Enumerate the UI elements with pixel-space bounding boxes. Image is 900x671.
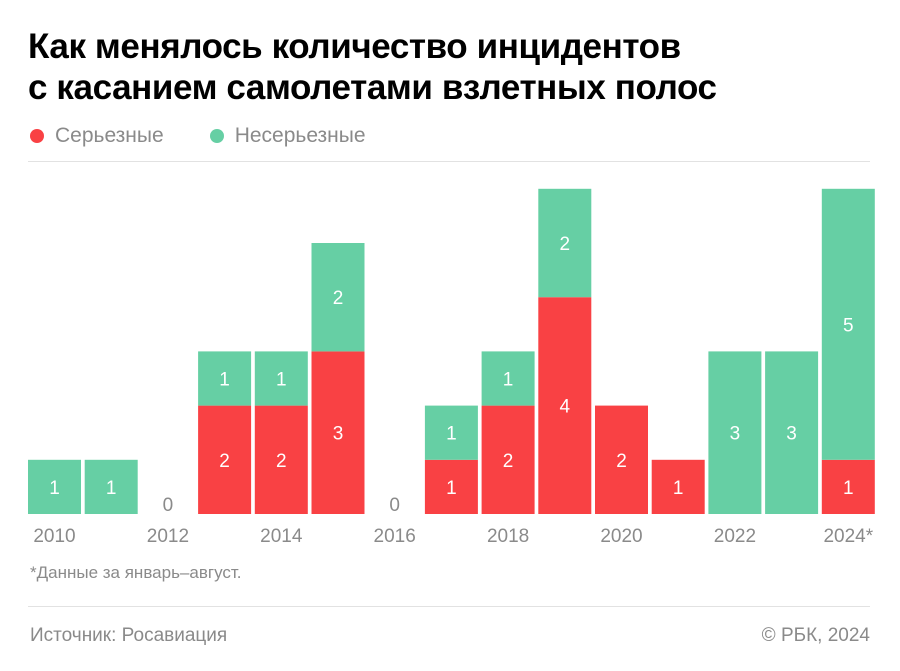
legend-label-non-serious: Несерьезные: [234, 124, 366, 147]
legend-item-non-serious: Несерьезные: [209, 124, 366, 148]
bar-serious-2013: [198, 405, 252, 514]
bar-value-label: 1: [446, 424, 457, 445]
bar-non-serious-2015: [311, 243, 365, 352]
bar-value-label: 3: [730, 424, 741, 445]
x-tick-label: 2018: [487, 526, 529, 547]
bar-value-label: 2: [616, 451, 627, 472]
bar-non-serious-2013: [198, 351, 252, 406]
x-tick-label: 2012: [147, 526, 189, 547]
footnote: *Данные за январь–август.: [30, 563, 242, 582]
stacked-bar-chart: 1 2010 1 0 2012 2 1 2 1 2014 3 2 0 2016 1 1 2 1 2018 4 2 2 202…: [28, 188, 875, 547]
bar-non-serious-2023: [765, 351, 819, 514]
chart-title-line-1: Как менялось количество инцидентов: [28, 27, 681, 66]
x-tick-label: 2020: [600, 526, 642, 547]
bar-value-label: 1: [106, 478, 117, 499]
zero-value-label: 0: [163, 495, 174, 516]
bar-value-label: 1: [219, 370, 230, 391]
legend: Серьезные Несерьезные: [30, 124, 366, 148]
bar-value-label: 2: [333, 288, 344, 309]
bar-non-serious-2018: [481, 351, 535, 406]
x-tick-label: 2014: [260, 526, 303, 547]
bar-value-label: 5: [843, 315, 854, 336]
legend-dot-non-serious: [209, 129, 224, 143]
legend-label-serious: Серьезные: [55, 124, 164, 147]
bar-non-serious-2024: [821, 188, 875, 460]
copyright-text: © РБК, 2024: [761, 625, 870, 646]
chart-title: Как менялось количество инцидентов с кас…: [28, 26, 878, 108]
bottom-divider: [28, 606, 870, 607]
bar-value-label: 2: [503, 451, 514, 472]
chart-title-line-2: с касанием самолетами взлетных полос: [28, 68, 717, 107]
bar-serious-2024: [821, 459, 875, 514]
bar-non-serious-2022: [708, 351, 762, 514]
bar-serious-2015: [311, 351, 365, 514]
bar-value-label: 1: [673, 478, 684, 499]
x-tick-label: 2016: [374, 526, 416, 547]
bar-value-label: 3: [333, 424, 344, 445]
bar-non-serious-2014: [254, 351, 308, 406]
bar-serious-2017: [424, 459, 478, 514]
bar-value-label: 2: [560, 234, 571, 255]
bar-value-label: 4: [560, 397, 571, 418]
bar-non-serious-2011: [84, 459, 138, 514]
legend-dot-serious: [30, 129, 44, 143]
bar-value-label: 1: [843, 478, 854, 499]
top-divider: [28, 161, 870, 162]
bar-value-label: 2: [219, 451, 230, 472]
bar-serious-2021: [651, 459, 705, 514]
bar-serious-2020: [595, 405, 648, 514]
bar-serious-2018: [481, 405, 535, 514]
source-text: Источник: Росавиация: [30, 625, 228, 646]
x-tick-label: 2024*: [823, 526, 873, 547]
x-tick-label: 2010: [33, 526, 75, 547]
bar-value-label: 1: [49, 478, 60, 499]
bar-value-label: 3: [786, 424, 797, 445]
bar-value-label: 1: [446, 478, 457, 499]
bar-value-label: 2: [276, 451, 287, 472]
bar-value-label: 1: [276, 370, 287, 391]
bar-non-serious-2019: [538, 188, 592, 298]
bar-serious-2014: [254, 405, 308, 514]
bar-non-serious-2017: [424, 405, 478, 460]
x-tick-label: 2022: [714, 526, 756, 547]
legend-item-serious: Серьезные: [30, 124, 164, 148]
bar-value-label: 1: [503, 370, 514, 391]
bar-serious-2019: [538, 297, 592, 514]
bar-non-serious-2010: [28, 459, 81, 514]
zero-value-label: 0: [389, 495, 400, 516]
